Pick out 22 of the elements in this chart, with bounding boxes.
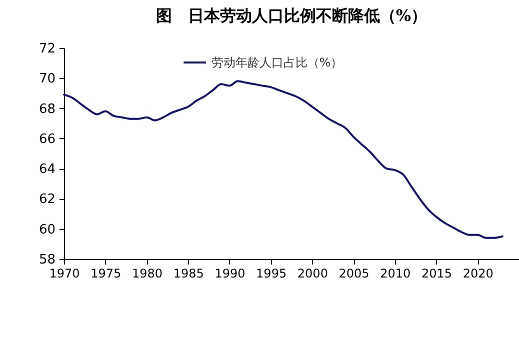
y-tick-label: 62: [38, 192, 56, 208]
x-tick-label: 1980: [132, 266, 162, 280]
x-tick-label: 2020: [462, 266, 494, 280]
y-tick-label: 64: [38, 162, 56, 178]
y-tick-label: 70: [38, 72, 56, 87]
y-tick-label: 72: [38, 42, 56, 56]
legend-label: 劳动年龄人口占比（%）: [211, 56, 343, 70]
x-tick-label: 2010: [380, 266, 411, 280]
x-tick-label: 1970: [49, 266, 80, 280]
x-tick-label: 2005: [338, 266, 370, 280]
y-tick-label: 68: [38, 102, 56, 117]
x-tick-label: 1985: [173, 266, 204, 280]
x-tick-label: 2000: [297, 266, 328, 280]
x-tick-label: 1975: [90, 266, 122, 280]
line-series: [63, 80, 504, 239]
chart-title: 图 日本劳动人口比例不断降低（%）: [156, 6, 428, 25]
x-tick-label: 1995: [256, 266, 287, 280]
x-tick-label: 2015: [422, 266, 452, 280]
x-tick-label: 1990: [214, 266, 246, 280]
y-tick-label: 58: [38, 252, 56, 268]
y-tick-label: 60: [38, 222, 56, 238]
y-tick-label: 66: [38, 132, 56, 147]
